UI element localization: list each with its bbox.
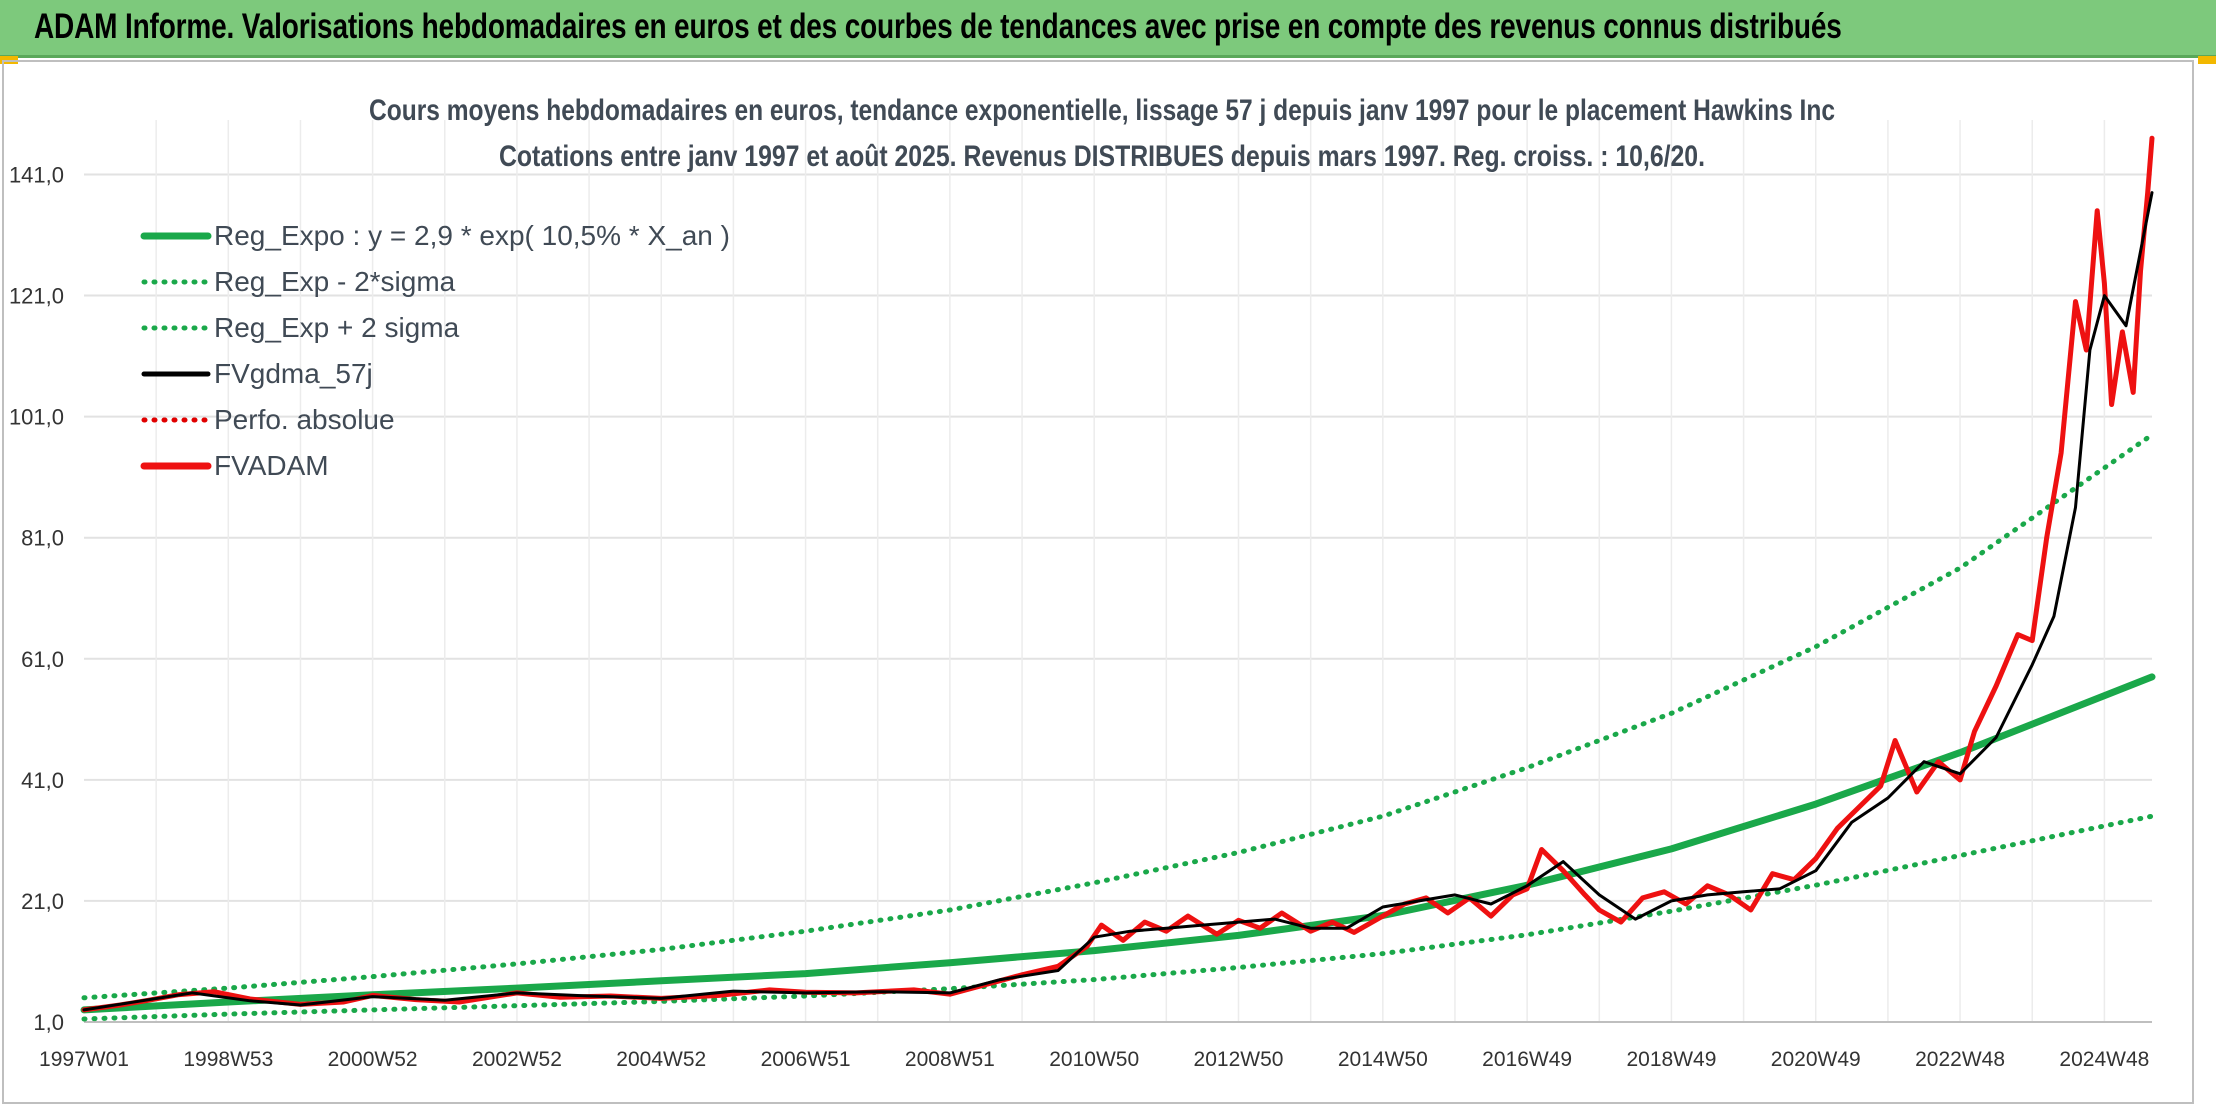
series-line-fvgdma-57j <box>82 191 2154 1012</box>
legend-label: Reg_Expo : y = 2,9 * exp( 10,5% * X_an ) <box>214 220 730 251</box>
x-tick-label: 2002W52 <box>472 1048 562 1071</box>
axes-layer: 1,0 21,0 41,0 61,0 81,0 101,0 121,0 141,0 1997W0… <box>9 162 2152 1071</box>
x-tick-label: 2016W49 <box>1482 1048 1572 1071</box>
y-tick-label: 21,0 <box>21 889 64 914</box>
x-tick-label: 2000W52 <box>328 1048 418 1071</box>
y-tick-label: 81,0 <box>21 526 64 551</box>
legend-label: Perfo. absolue <box>214 404 395 435</box>
x-tick-label: 2008W51 <box>905 1048 995 1071</box>
y-tick-label: 121,0 <box>9 284 64 309</box>
x-tick-label: 2010W50 <box>1049 1048 1139 1071</box>
x-tick-label: 2022W48 <box>1915 1048 2005 1071</box>
series-layer <box>80 135 2156 1022</box>
chart-frame <box>2 60 2194 1104</box>
x-tick-label: 2012W50 <box>1194 1048 1284 1071</box>
x-tick-label: 1998W53 <box>183 1048 273 1071</box>
y-tick-label: 41,0 <box>21 768 64 793</box>
legend-label: FVADAM <box>214 450 329 481</box>
y-tick-label: 141,0 <box>9 162 64 187</box>
legend-label: Reg_Exp + 2 sigma <box>214 312 460 343</box>
chart-title-line1: Cours moyens hebdomadaires en euros, ten… <box>369 94 1835 127</box>
y-tick-label: 1,0 <box>33 1010 64 1035</box>
legend-label: FVgdma_57j <box>214 358 373 389</box>
chart-title-line2: Cotations entre janv 1997 et août 2025. … <box>499 140 1705 173</box>
x-tick-label: 2004W52 <box>616 1048 706 1071</box>
x-tick-label: 2020W49 <box>1771 1048 1861 1071</box>
series-line-reg-exp-2-sigma <box>81 432 2155 1001</box>
legend-label: Reg_Exp - 2*sigma <box>214 266 456 297</box>
corner-marker-right <box>2198 56 2216 64</box>
y-tick-label: 61,0 <box>21 647 64 672</box>
series-line-reg-expo-y-2-9-exp-10-5-x-an <box>80 673 2156 1014</box>
y-tick-label: 101,0 <box>9 405 64 430</box>
x-tick-label: 2024W48 <box>2059 1048 2149 1071</box>
x-tick-label: 2018W49 <box>1626 1048 1716 1071</box>
grid-layer <box>84 120 2152 1023</box>
x-tick-label: 1997W01 <box>39 1048 129 1071</box>
x-tick-label: 2006W51 <box>761 1048 851 1071</box>
x-tick-label: 2014W50 <box>1338 1048 1428 1071</box>
legend-layer: Reg_Expo : y = 2,9 * exp( 10,5% * X_an )… <box>140 220 730 481</box>
series-line-reg-exp-2-sigma <box>81 813 2155 1022</box>
report-banner: ADAM Informe. Valorisations hebdomadaire… <box>0 0 2216 58</box>
report-banner-title: ADAM Informe. Valorisations hebdomadaire… <box>34 7 1842 46</box>
